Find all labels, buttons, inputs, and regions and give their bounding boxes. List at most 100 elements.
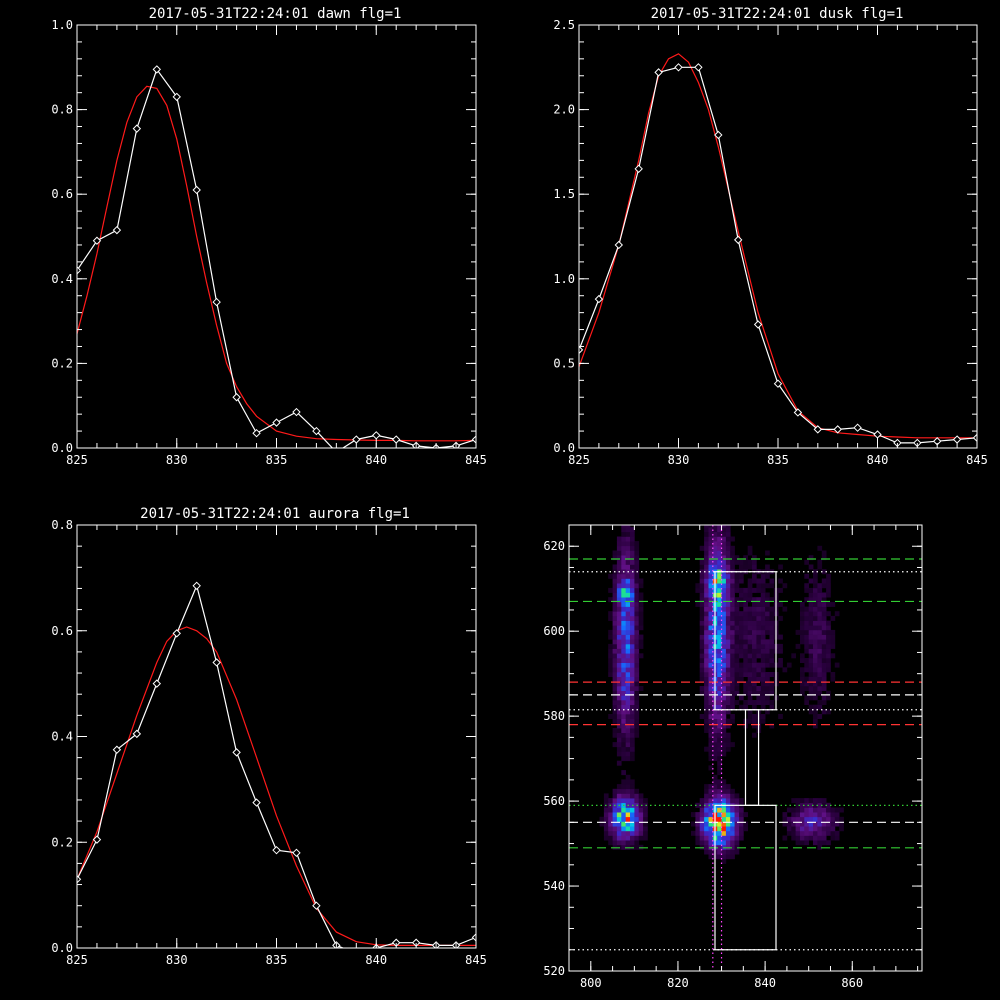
heatmap-cell [752, 723, 757, 729]
heatmap-cell [712, 709, 718, 715]
heatmap-cell [725, 672, 731, 677]
heatmap-cell [791, 798, 796, 804]
heatmap-cell [725, 849, 731, 855]
heatmap-cell [704, 541, 709, 547]
heatmap-cell [621, 629, 626, 635]
heatmap-cell [791, 821, 796, 827]
heatmap-cell [712, 774, 718, 780]
heatmap-cell [739, 601, 744, 607]
heatmap-cell [616, 742, 622, 748]
heatmap-cell [804, 681, 809, 687]
heatmap-cell [603, 830, 609, 836]
heatmap-cell [712, 756, 718, 762]
heatmap-cell [708, 723, 714, 729]
heatmap-cell [630, 564, 635, 570]
heatmap-cell [625, 625, 631, 631]
heatmap-cell [638, 625, 644, 631]
heatmap-cell [704, 550, 709, 556]
heatmap-cell [778, 643, 783, 649]
heatmap-cell [612, 573, 618, 579]
heatmap-cell [817, 653, 823, 659]
heatmap-cell [634, 816, 640, 822]
heatmap-cell [730, 573, 735, 579]
heatmap-cell [603, 793, 609, 799]
heatmap-cell [704, 676, 709, 682]
heatmap-cell [769, 672, 775, 677]
heatmap-cell [725, 573, 731, 579]
heatmap-cell [634, 643, 640, 649]
heatmap-cell [704, 573, 709, 579]
heatmap-cell [712, 728, 718, 733]
heatmap-cell [717, 840, 722, 846]
heatmap-cell [769, 653, 775, 659]
heatmap-cell [730, 545, 735, 551]
heatmap-cell [786, 830, 792, 836]
heatmap-cell [630, 592, 635, 598]
heatmap-cell [747, 658, 753, 663]
heatmap-cell [747, 676, 753, 682]
heatmap-cell [621, 830, 626, 836]
heatmap-cell [808, 667, 814, 673]
heatmap-cell [708, 569, 714, 575]
heatmap-cell [717, 525, 722, 528]
heatmap-cell [704, 555, 709, 561]
heatmap-cell [621, 559, 626, 565]
heatmap-cell [725, 583, 731, 589]
heatmap-cell [821, 550, 827, 556]
heatmap-cell [743, 597, 748, 603]
heatmap-cell [712, 788, 718, 794]
heatmap-cell [630, 583, 635, 589]
heatmap-cell [612, 807, 618, 813]
heatmap-cell [612, 601, 618, 607]
heatmap-cell [712, 564, 718, 570]
heatmap-cell [630, 816, 635, 822]
heatmap-cell [752, 662, 757, 668]
heatmap-cell [752, 573, 757, 579]
heatmap-cell [721, 667, 727, 673]
heatmap-cell [621, 681, 626, 687]
heatmap-cell [625, 821, 631, 827]
heatmap-cell [634, 578, 640, 584]
heatmap-cell [821, 658, 827, 663]
heatmap-cell [747, 695, 753, 701]
heatmap-cell [800, 606, 805, 612]
heatmap-cell [817, 662, 823, 668]
heatmap-cell [721, 690, 727, 696]
heatmap-cell [721, 527, 727, 533]
heatmap-cell [708, 587, 714, 593]
heatmap-cell [721, 555, 727, 561]
heatmap-cell [625, 583, 631, 589]
heatmap-cell [739, 592, 744, 598]
heatmap-cell [747, 583, 753, 589]
heatmap-cell [625, 686, 631, 691]
heatmap-cell [638, 807, 644, 813]
heatmap-cell [699, 826, 705, 832]
heatmap-cell [599, 816, 605, 822]
heatmap-cell [821, 569, 827, 575]
heatmap-cell [721, 681, 727, 687]
heatmap-cell [634, 597, 640, 603]
heatmap-cell [747, 643, 753, 649]
heatmap-cell [638, 620, 644, 626]
heatmap-cell [634, 835, 640, 841]
heatmap-cell [730, 840, 735, 846]
heatmap-cell [721, 564, 727, 570]
heatmap-cell [817, 807, 823, 813]
heatmap-cell [708, 704, 714, 710]
heatmap-cell [760, 662, 766, 668]
heatmap-cell [634, 807, 640, 813]
heatmap-cell [612, 625, 618, 631]
heatmap-cell [734, 690, 740, 696]
data-point-marker [132, 124, 142, 133]
heatmap-cell [725, 826, 731, 832]
heatmap-cell [795, 835, 801, 841]
heatmap-cell [621, 667, 626, 673]
heatmap-cell [821, 830, 827, 836]
heatmap-cell [630, 536, 635, 542]
heatmap-cell [826, 620, 831, 626]
heatmap-cell [691, 812, 696, 818]
heatmap-cell [708, 821, 714, 827]
heatmap-cell [725, 658, 731, 663]
heatmap-cell [817, 658, 823, 663]
heatmap-cell [621, 812, 626, 818]
